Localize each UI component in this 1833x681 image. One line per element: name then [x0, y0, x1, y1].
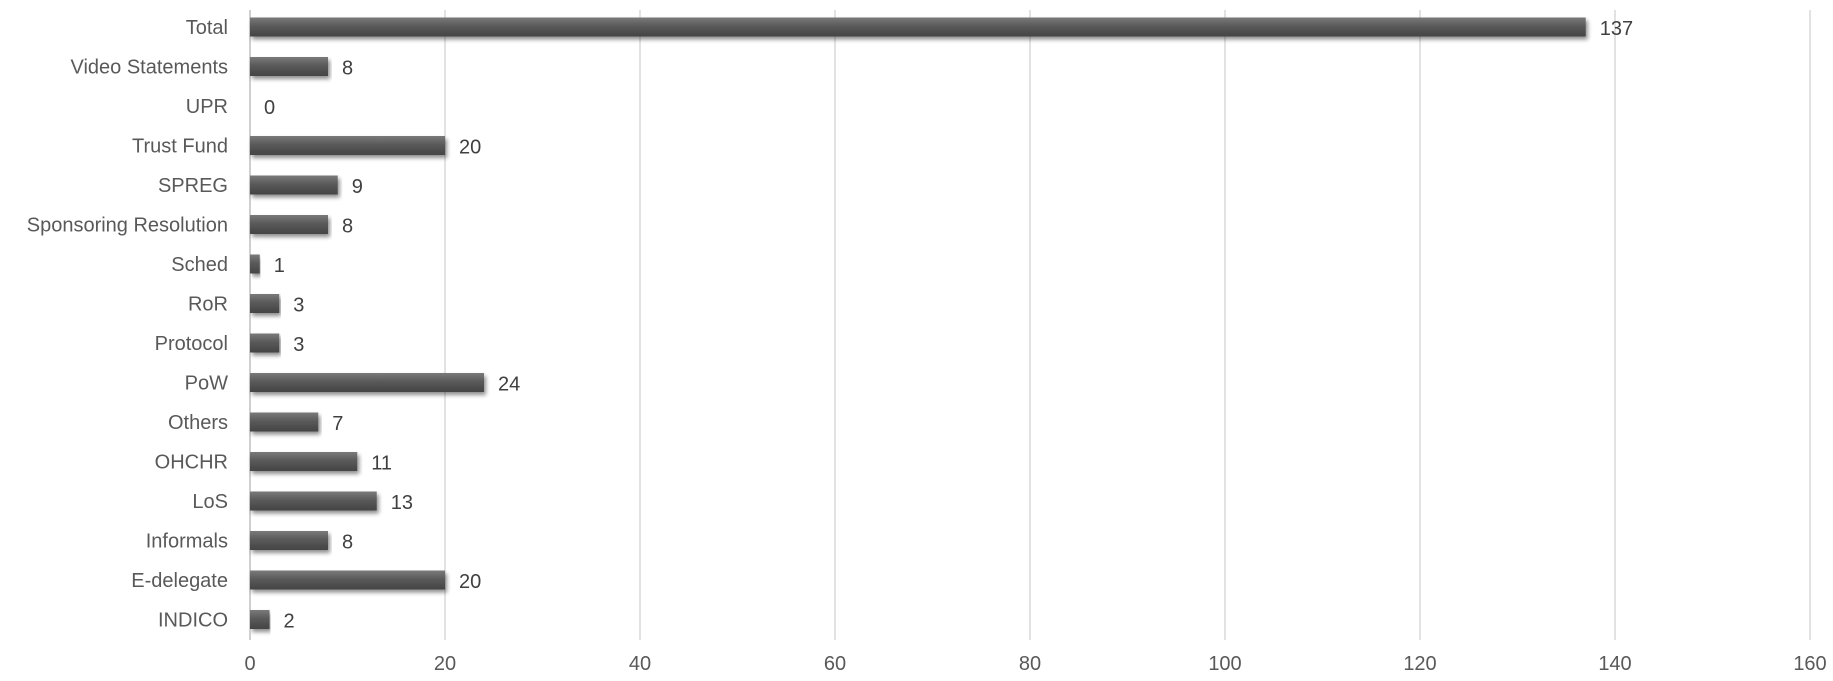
bar	[250, 531, 328, 550]
bar	[250, 452, 357, 471]
x-tick-label: 20	[434, 653, 456, 675]
category-label: Protocol	[155, 333, 228, 355]
data-label: 1	[274, 255, 285, 277]
bar	[250, 373, 484, 392]
category-label: LoS	[192, 491, 228, 513]
data-label: 3	[293, 334, 304, 356]
x-tick-label: 120	[1403, 653, 1436, 675]
category-label: E-delegate	[131, 570, 228, 592]
data-label: 8	[342, 216, 353, 238]
category-label: UPR	[186, 96, 228, 118]
bars	[250, 18, 1586, 630]
category-label: PoW	[185, 373, 228, 395]
bar	[250, 610, 270, 629]
x-tick-label: 160	[1793, 653, 1826, 675]
data-label: 8	[342, 532, 353, 554]
x-tick-label: 0	[244, 653, 255, 675]
bar	[250, 571, 445, 590]
x-tick-label: 100	[1208, 653, 1241, 675]
data-label: 24	[498, 374, 520, 396]
x-tick-label: 140	[1598, 653, 1631, 675]
data-label: 8	[342, 58, 353, 80]
x-tick-label: 60	[824, 653, 846, 675]
data-label: 2	[284, 611, 295, 633]
data-label: 0	[264, 97, 275, 119]
data-label: 13	[391, 492, 413, 514]
category-labels: Total Video Statements UPR Trust Fund SPREG S…	[27, 17, 228, 632]
category-label: OHCHR	[155, 452, 228, 474]
category-label: Sched	[171, 254, 228, 276]
data-label: 3	[293, 295, 304, 317]
bar	[250, 334, 279, 353]
bar	[250, 215, 328, 234]
bar	[250, 176, 338, 195]
category-label: Trust Fund	[132, 136, 228, 158]
data-label: 137	[1600, 18, 1633, 40]
bar	[250, 255, 260, 274]
bar	[250, 413, 318, 432]
x-axis-tick-labels: 0 20 40 60 80 100 120 140 160	[244, 653, 1826, 675]
x-tick-label: 80	[1019, 653, 1041, 675]
category-label: INDICO	[158, 610, 228, 632]
category-label: Video Statements	[70, 57, 228, 79]
data-label: 20	[459, 137, 481, 159]
bar	[250, 294, 279, 313]
bar	[250, 136, 445, 155]
x-tick-label: 40	[629, 653, 651, 675]
data-label: 7	[332, 413, 343, 435]
bar	[250, 57, 328, 76]
data-label: 11	[371, 453, 392, 475]
category-label: RoR	[188, 294, 228, 316]
category-label: SPREG	[158, 175, 228, 197]
category-label: Total	[186, 17, 228, 39]
category-label: Informals	[146, 531, 228, 553]
gridlines	[250, 10, 1810, 640]
bar	[250, 18, 1586, 37]
category-label: Others	[168, 412, 228, 434]
category-label: Sponsoring Resolution	[27, 215, 228, 237]
data-label: 20	[459, 571, 481, 593]
data-label: 9	[352, 176, 363, 198]
bar	[250, 492, 377, 511]
